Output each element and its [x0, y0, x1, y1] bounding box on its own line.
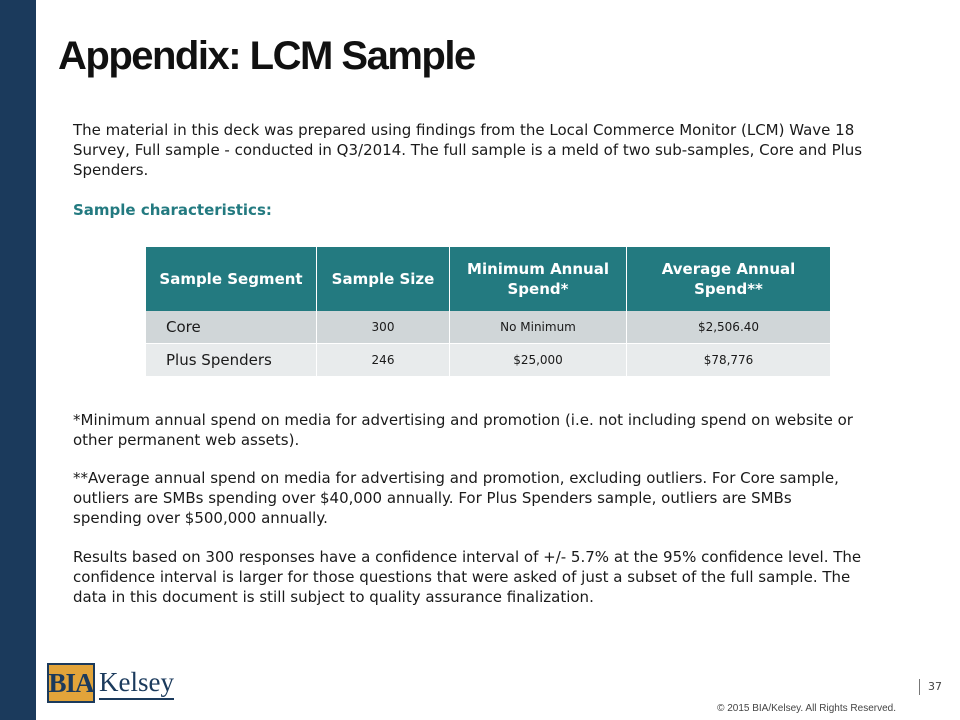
cell-avg-spend: $2,506.40 [626, 311, 830, 344]
sidebar-band [0, 0, 36, 720]
table-header-row: Sample Segment Sample Size Minimum Annua… [146, 247, 830, 311]
cell-size: 300 [316, 311, 450, 344]
bia-kelsey-logo: BIA Kelsey [47, 661, 174, 705]
cell-min-spend: No Minimum [449, 311, 627, 344]
sample-table: Sample Segment Sample Size Minimum Annua… [146, 247, 830, 377]
header-average-spend: Average Annual Spend** [626, 247, 830, 311]
table-row: Core 300 No Minimum $2,506.40 [146, 311, 830, 344]
header-minimum-spend: Minimum Annual Spend* [449, 247, 627, 311]
footnote-minimum-spend: *Minimum annual spend on media for adver… [73, 411, 853, 449]
header-sample-segment: Sample Segment [146, 247, 317, 311]
logo-box: BIA [47, 663, 95, 703]
cell-size: 246 [316, 343, 450, 377]
intro-paragraph: The material in this deck was prepared u… [73, 121, 863, 179]
header-sample-size: Sample Size [316, 247, 450, 311]
cell-avg-spend: $78,776 [626, 343, 830, 377]
page-number: 37 [919, 679, 942, 695]
slide-title: Appendix: LCM Sample [58, 34, 476, 78]
logo-word: Kelsey [99, 666, 174, 700]
copyright-notice: © 2015 BIA/Kelsey. All Rights Reserved. [717, 703, 896, 714]
cell-segment: Plus Spenders [146, 343, 317, 377]
cell-min-spend: $25,000 [449, 343, 627, 377]
cell-segment: Core [146, 311, 317, 344]
footnote-average-spend: **Average annual spend on media for adve… [73, 469, 839, 527]
sample-characteristics-heading: Sample characteristics: [73, 201, 272, 219]
confidence-paragraph: Results based on 300 responses have a co… [73, 548, 862, 606]
table-row: Plus Spenders 246 $25,000 $78,776 [146, 343, 830, 377]
